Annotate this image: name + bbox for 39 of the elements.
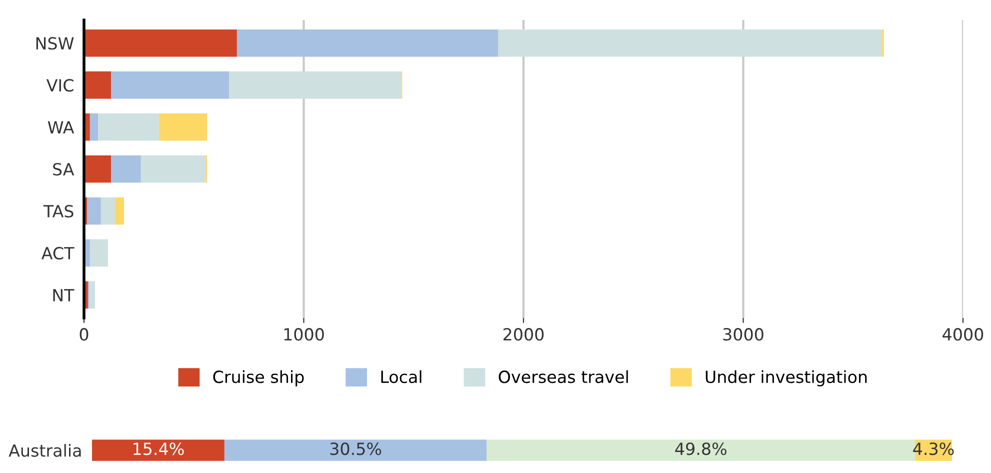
y-tick-label: NT <box>53 289 74 302</box>
y-tick-label: NSW <box>36 37 74 50</box>
legend-label: Cruise ship <box>213 370 304 386</box>
bar <box>89 281 95 309</box>
data-label: 49.8% <box>675 442 726 456</box>
legend-label: Local <box>381 370 422 384</box>
bar <box>229 71 402 99</box>
bar <box>498 29 882 57</box>
bar <box>84 71 112 99</box>
data-label: 30.5% <box>330 442 382 456</box>
bar <box>84 155 112 183</box>
x-tick-label: 1000 <box>284 328 324 341</box>
legend-label: Under investigation <box>706 370 867 386</box>
x-tick-label: 0 <box>80 328 88 341</box>
bar <box>98 113 159 141</box>
bar <box>92 440 224 461</box>
y-tick-label: WA <box>48 121 74 134</box>
bar <box>90 239 108 267</box>
x-tick-label: 2000 <box>504 328 544 341</box>
y-tick-label: SA <box>53 162 74 176</box>
bar <box>140 155 206 183</box>
bar <box>224 440 487 461</box>
y-tick-label: Australia <box>8 444 81 457</box>
x-tick-label: 3000 <box>723 328 764 341</box>
bar <box>114 197 124 225</box>
bar <box>90 113 98 141</box>
bar <box>111 71 230 99</box>
bar <box>236 29 498 57</box>
bar <box>84 29 237 57</box>
bar <box>87 197 101 225</box>
y-tick-label: VIC <box>46 79 74 92</box>
y-tick-label: ACT <box>41 246 74 260</box>
data-label: 15.4% <box>134 442 184 456</box>
bar <box>111 155 141 183</box>
legend-label: Overseas travel <box>498 370 628 384</box>
bar <box>100 197 115 225</box>
x-tick-label: 4000 <box>942 328 984 341</box>
y-tick-label: TAS <box>43 204 74 218</box>
bar <box>158 113 208 141</box>
